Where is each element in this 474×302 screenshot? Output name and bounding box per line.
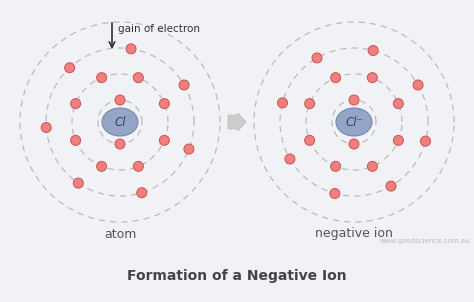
Circle shape <box>367 161 377 171</box>
Circle shape <box>349 95 359 105</box>
Circle shape <box>64 63 75 73</box>
Ellipse shape <box>102 108 138 136</box>
Circle shape <box>133 161 143 171</box>
Circle shape <box>115 139 125 149</box>
Circle shape <box>368 46 378 56</box>
Circle shape <box>159 99 169 109</box>
Circle shape <box>285 154 295 164</box>
Circle shape <box>41 123 51 133</box>
Text: Cl: Cl <box>114 115 126 128</box>
Circle shape <box>393 135 403 145</box>
Circle shape <box>413 80 423 90</box>
Circle shape <box>331 73 341 83</box>
Circle shape <box>277 98 288 108</box>
Circle shape <box>159 135 169 145</box>
Circle shape <box>349 139 359 149</box>
Circle shape <box>133 73 143 83</box>
Circle shape <box>312 53 322 63</box>
Circle shape <box>184 144 194 154</box>
Text: negative ion: negative ion <box>315 227 393 240</box>
Circle shape <box>115 95 125 105</box>
Circle shape <box>126 44 136 54</box>
Circle shape <box>330 188 340 198</box>
Circle shape <box>71 99 81 109</box>
Circle shape <box>386 181 396 191</box>
Circle shape <box>97 161 107 171</box>
Ellipse shape <box>336 108 372 136</box>
Text: Cl⁻: Cl⁻ <box>345 115 363 128</box>
Text: atom: atom <box>104 227 136 240</box>
Circle shape <box>137 188 147 198</box>
Circle shape <box>393 99 403 109</box>
Circle shape <box>305 99 315 109</box>
Circle shape <box>420 136 430 146</box>
Circle shape <box>97 73 107 83</box>
Text: gain of electron: gain of electron <box>118 24 200 34</box>
Circle shape <box>179 80 189 90</box>
Circle shape <box>71 135 81 145</box>
Circle shape <box>367 73 377 83</box>
Text: www.goodscience.com.au: www.goodscience.com.au <box>379 238 470 244</box>
Circle shape <box>331 161 341 171</box>
Circle shape <box>73 178 83 188</box>
Circle shape <box>305 135 315 145</box>
Polygon shape <box>228 113 246 131</box>
Text: Formation of a Negative Ion: Formation of a Negative Ion <box>127 269 347 283</box>
